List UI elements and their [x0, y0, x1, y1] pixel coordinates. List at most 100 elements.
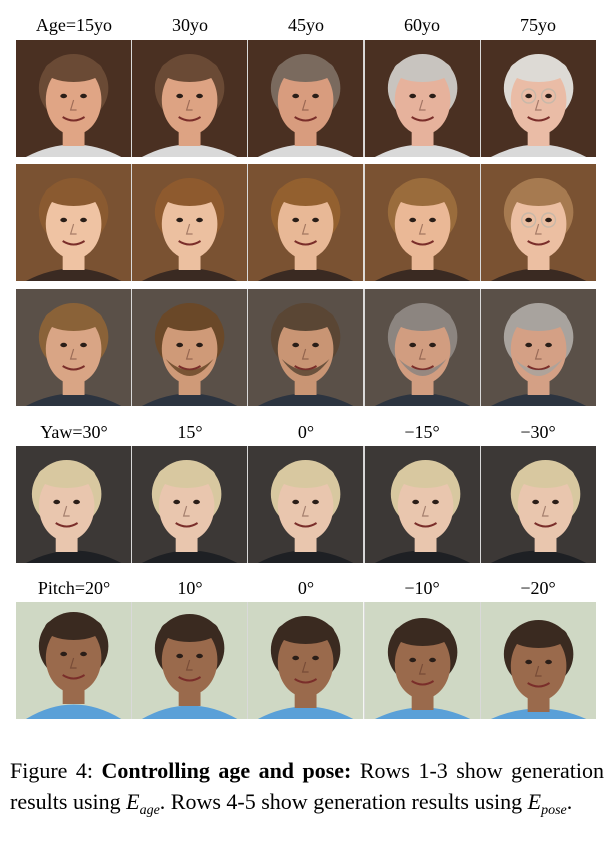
glasses-lens — [540, 88, 556, 104]
face-photo — [247, 446, 364, 563]
face-image — [132, 40, 248, 157]
face — [510, 189, 567, 259]
math-symbol: E — [126, 789, 140, 814]
image-row-1 — [16, 40, 597, 157]
face — [38, 471, 95, 541]
left-eye — [60, 342, 68, 348]
left-eye — [532, 499, 539, 505]
mouth — [533, 522, 557, 528]
shoulders — [258, 706, 354, 719]
right-eye — [312, 655, 320, 661]
nose — [186, 99, 193, 111]
left-eye — [408, 217, 416, 223]
nose — [186, 223, 193, 235]
shoulders — [142, 705, 238, 719]
nose — [541, 505, 549, 517]
face — [159, 471, 215, 541]
right-eye — [196, 653, 204, 659]
column-label: 0° — [297, 422, 315, 442]
right-eye — [312, 499, 320, 505]
hair-fringe — [44, 182, 103, 206]
left-eye — [176, 653, 184, 659]
column-label: 10° — [177, 578, 203, 598]
left-eye — [292, 655, 300, 661]
left-eye — [292, 342, 300, 348]
hair-fringe — [44, 307, 103, 331]
nose — [418, 99, 426, 111]
beard — [282, 359, 330, 376]
age-labels: Age=15yo 30yo 45yo 60yo 75yo — [16, 14, 596, 36]
left-eye — [53, 499, 61, 505]
face-image — [248, 602, 364, 719]
face-image — [480, 289, 597, 406]
right-eye — [544, 217, 552, 223]
nose — [418, 223, 426, 235]
shoulders — [25, 268, 122, 281]
left-eye — [292, 93, 300, 99]
hair-fringe — [393, 307, 452, 331]
left-eye — [60, 217, 68, 223]
nose — [302, 505, 309, 517]
left-eye — [176, 342, 184, 348]
column-label: −15° — [404, 422, 440, 442]
beard — [398, 359, 447, 376]
left-eye — [176, 93, 184, 99]
mouth — [178, 116, 202, 122]
hair-fringe — [509, 58, 568, 82]
shoulders — [25, 550, 122, 563]
left-eye — [525, 342, 532, 348]
right-eye — [428, 93, 436, 99]
nose — [69, 99, 77, 111]
right-eye — [196, 217, 204, 223]
nose — [418, 663, 426, 675]
yaw-labels: Yaw=30° 15° 0° −15° −30° — [16, 421, 596, 443]
hair-fringe — [277, 58, 335, 82]
mouth — [410, 365, 434, 371]
pitch-labels: Pitch=20° 10° 0° −10° −20° — [16, 577, 596, 599]
face-image — [248, 164, 364, 281]
column-label: Age=15yo — [35, 15, 113, 35]
face-photo — [247, 164, 364, 281]
image-row-4 — [16, 446, 597, 563]
face — [161, 625, 218, 695]
left-eye — [176, 217, 184, 223]
column-label: −20° — [520, 578, 556, 598]
face-image — [480, 164, 597, 281]
face-photo — [363, 40, 480, 157]
hair-fringe — [161, 307, 219, 331]
column-label: 30yo — [172, 15, 208, 35]
face — [45, 623, 102, 693]
face-photo — [479, 289, 597, 406]
hair-fringe — [393, 58, 452, 82]
nose — [183, 505, 190, 517]
face-image — [16, 289, 132, 406]
face-image — [16, 40, 132, 157]
nose — [534, 348, 542, 360]
hair-fringe — [393, 182, 452, 206]
caption-prefix: Figure 4: — [10, 758, 102, 783]
face-image — [480, 446, 597, 563]
caption-text: . — [566, 789, 573, 814]
face — [510, 65, 567, 135]
hair-fringe — [277, 182, 335, 206]
nose — [534, 665, 542, 677]
right-eye — [73, 499, 80, 505]
mouth — [413, 522, 437, 528]
left-eye — [292, 499, 300, 505]
right-eye — [431, 499, 439, 505]
mouth — [410, 680, 434, 686]
figure-caption: Figure 4: Controlling age and pose: Rows… — [10, 755, 604, 818]
face-image — [16, 602, 132, 719]
face-photo — [363, 164, 480, 281]
shoulders — [374, 144, 470, 157]
right-eye — [551, 499, 559, 505]
right-eye — [312, 342, 320, 348]
face-photo — [131, 164, 248, 281]
mouth — [175, 522, 199, 528]
hair-fringe — [161, 618, 219, 642]
mouth — [62, 674, 86, 680]
right-eye — [193, 499, 201, 505]
shoulders — [374, 550, 470, 563]
right-eye — [80, 93, 87, 99]
shoulders — [490, 268, 587, 281]
